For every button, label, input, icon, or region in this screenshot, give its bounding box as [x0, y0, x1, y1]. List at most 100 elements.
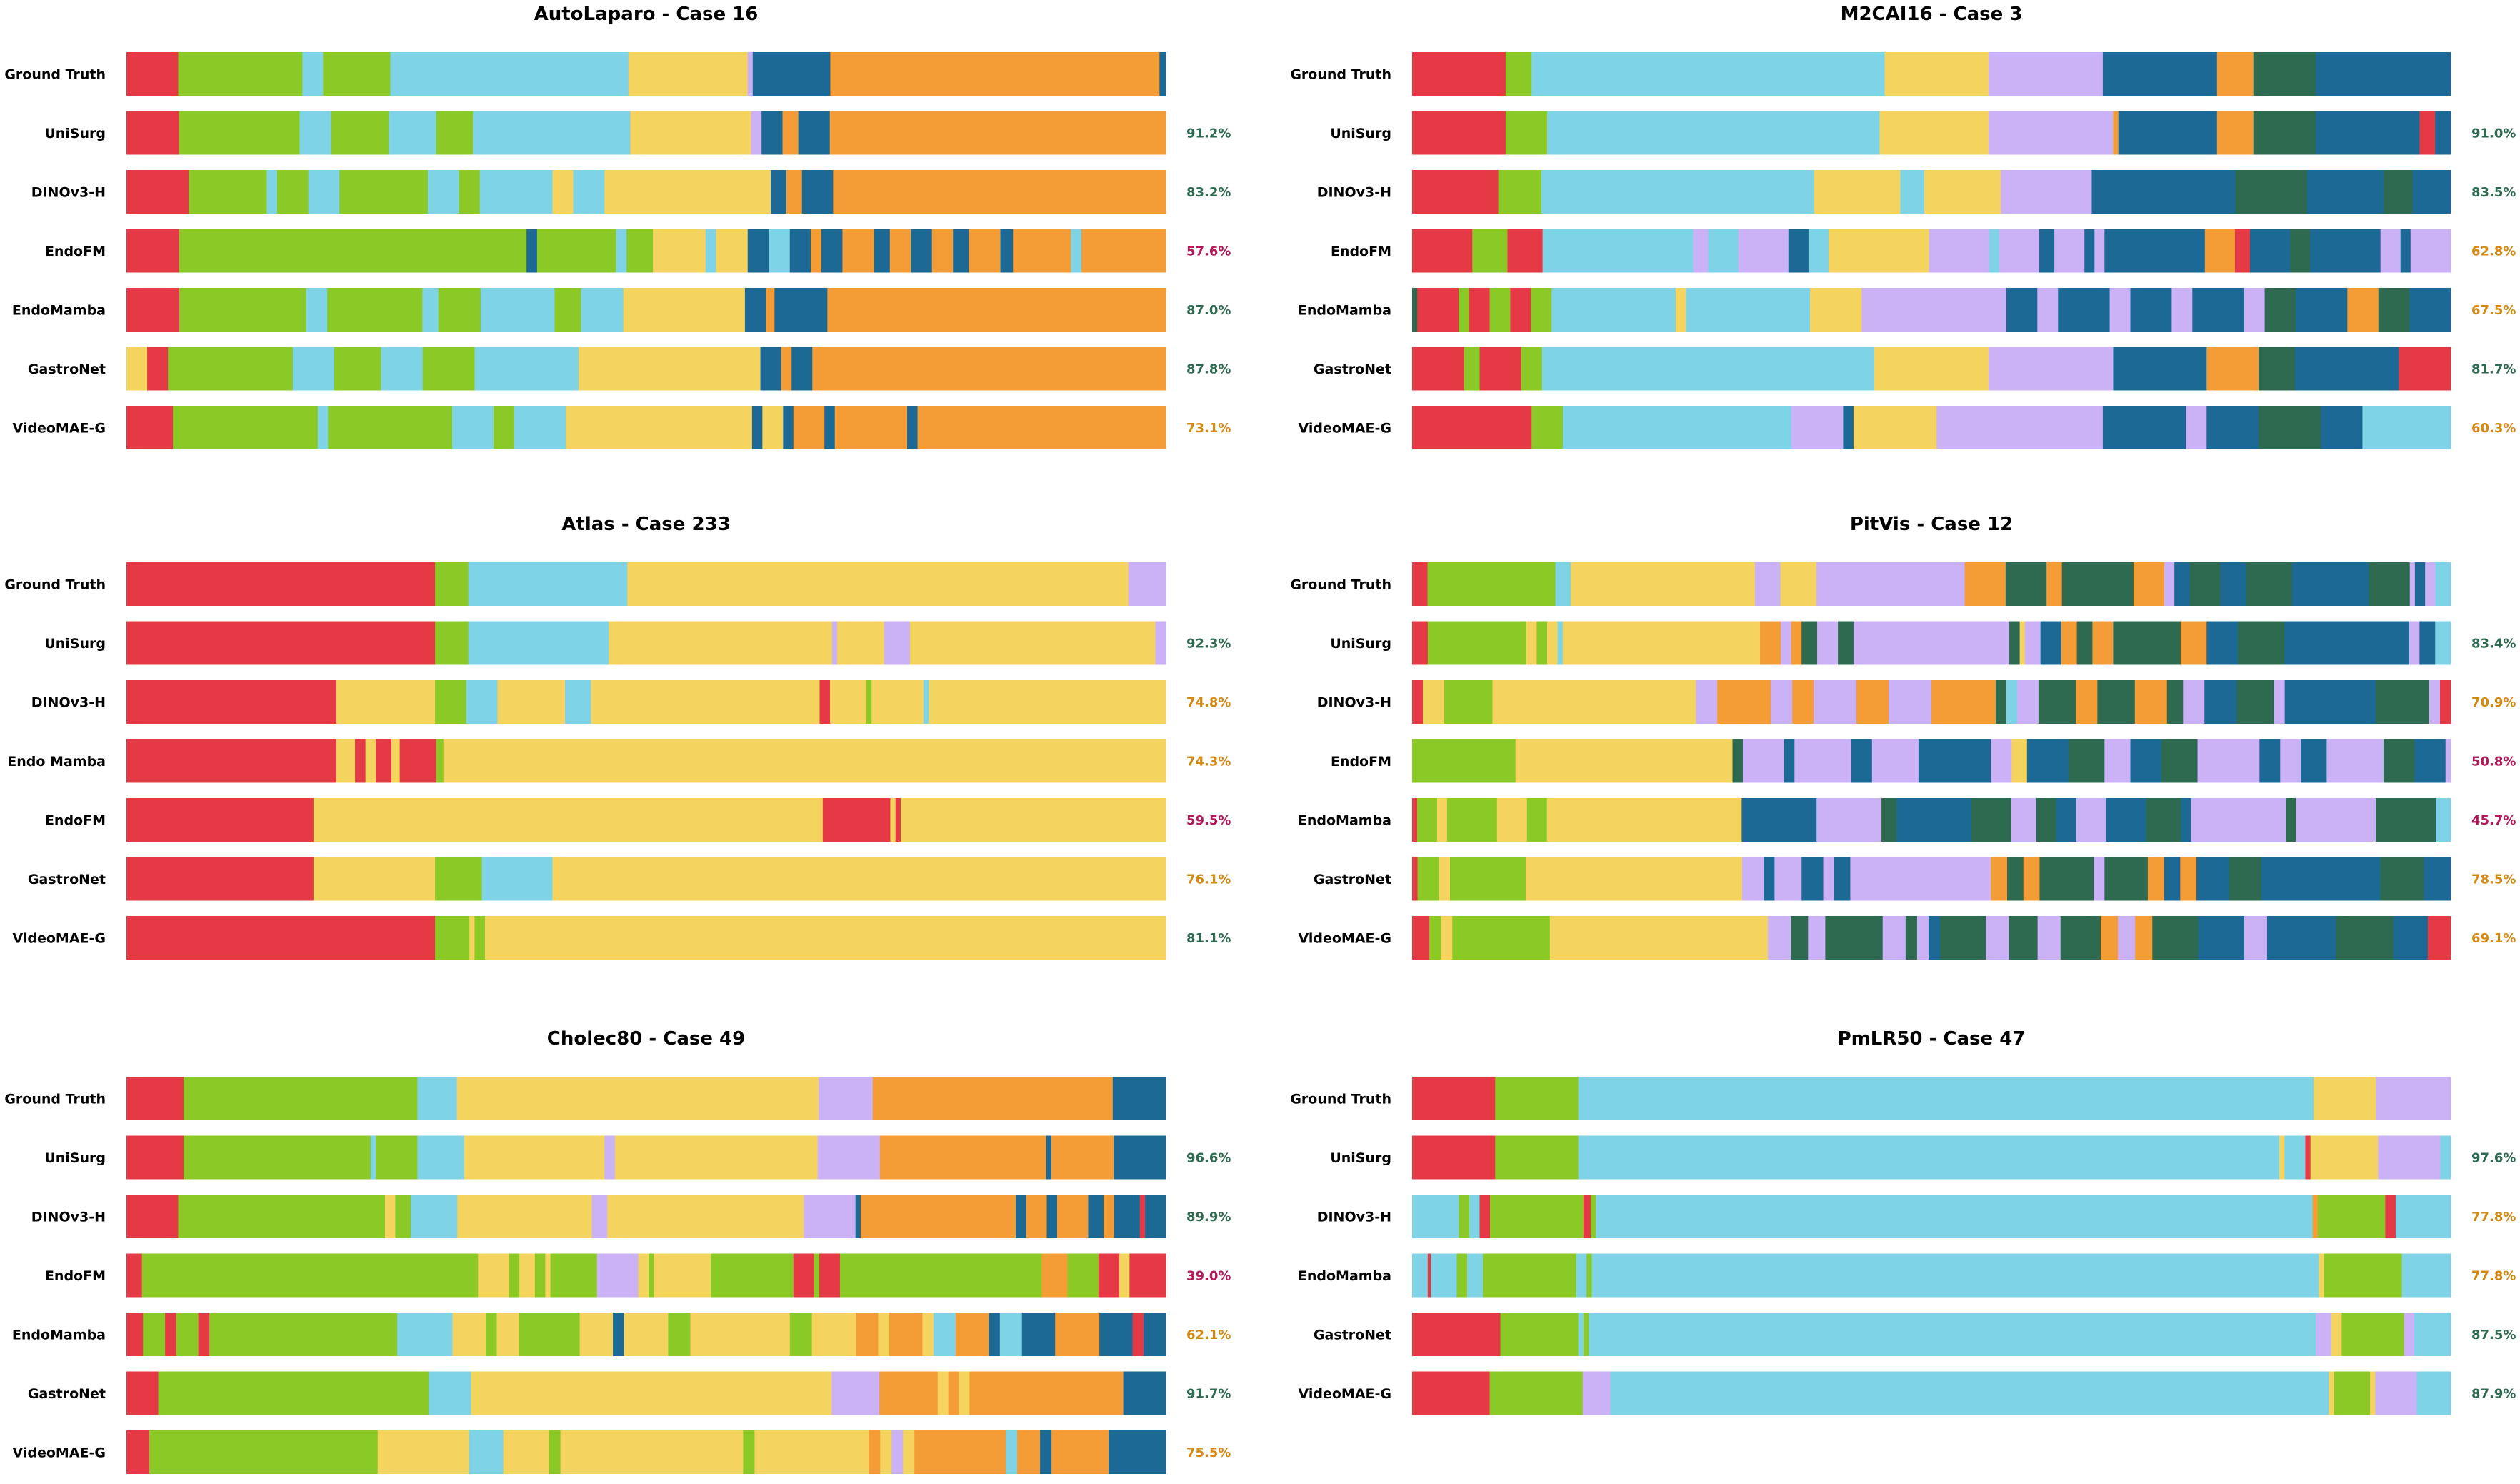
phase-segment	[789, 1313, 813, 1356]
phase-segment	[2076, 680, 2098, 724]
phase-segment	[2286, 798, 2296, 842]
phase-segment	[2040, 621, 2062, 665]
phase-segment	[1495, 1135, 1579, 1180]
phase-segment	[2310, 229, 2381, 273]
phase-segment	[791, 347, 813, 391]
phase-segment	[2259, 347, 2296, 391]
phase-segment	[438, 288, 481, 332]
phase-segment	[830, 680, 867, 724]
phase-segment	[1784, 739, 1795, 783]
phase-segment	[471, 1371, 832, 1415]
phase-segment	[2005, 562, 2047, 606]
phase-segment	[308, 170, 340, 214]
timeline-row: EndoFM 59.5%	[45, 798, 1231, 842]
phase-segment	[2076, 798, 2107, 842]
phase-segment	[2206, 347, 2259, 391]
phase-segment	[2092, 621, 2114, 665]
phase-segment	[2261, 857, 2381, 901]
phase-segment	[126, 111, 179, 155]
phase-segment	[459, 170, 481, 214]
phase-segment	[1562, 406, 1792, 449]
phase-segment	[2118, 916, 2136, 960]
accuracy-label: 83.2%	[1186, 185, 1231, 200]
phase-segment	[2235, 170, 2308, 214]
phase-segment	[1686, 288, 1811, 332]
phase-segment	[484, 916, 1166, 960]
phase-segment	[591, 1195, 608, 1238]
accuracy-label: 87.0%	[1186, 303, 1231, 318]
phase-segment	[126, 1195, 179, 1238]
phase-segment	[2284, 621, 2410, 665]
timeline-row: EndoMamba 45.7%	[1298, 798, 2516, 842]
phase-segment	[1583, 1195, 1591, 1238]
phase-segment	[2409, 288, 2451, 332]
row-label: VideoMAE-G	[1299, 421, 1392, 437]
row-label: UniSurg	[1330, 1150, 1391, 1166]
phase-segment	[126, 798, 314, 842]
phase-segment	[1589, 1313, 2316, 1356]
phase-segment	[2253, 52, 2316, 96]
phase-segment	[1119, 1253, 1130, 1298]
phase-segment	[2216, 52, 2254, 96]
phase-segment	[2161, 739, 2198, 783]
phase-segment	[1742, 739, 1785, 783]
phase-segment	[1924, 170, 2001, 214]
row-label: DINOv3-H	[31, 1210, 106, 1225]
phase-segment	[1717, 680, 1771, 724]
phase-segment	[751, 406, 763, 449]
phase-segment	[649, 1253, 654, 1298]
phase-segment	[1016, 1195, 1026, 1238]
phase-segment	[126, 857, 314, 901]
phase-segment	[653, 229, 706, 273]
phase-segment	[1741, 857, 1764, 901]
phase-segment	[2312, 1195, 2319, 1238]
phase-segment	[422, 347, 475, 391]
phase-segment	[1412, 1313, 1501, 1356]
phase-segment	[2076, 621, 2093, 665]
phase-segment	[889, 229, 911, 273]
phase-segment	[1576, 1253, 1587, 1298]
phase-segment	[931, 229, 954, 273]
phase-segment	[1436, 798, 1448, 842]
phase-segment	[900, 798, 1166, 842]
timeline-row: UniSurg 92.3%	[44, 621, 1231, 665]
phase-segment	[743, 1430, 755, 1474]
phase-segment	[880, 1430, 892, 1474]
phase-segment	[554, 288, 581, 332]
phase-segment	[1456, 1253, 1468, 1298]
phase-segment	[514, 406, 566, 449]
phase-segment	[1489, 1371, 1584, 1415]
phase-segment	[771, 170, 787, 214]
phase-segment	[829, 111, 1166, 155]
phase-segment	[497, 680, 566, 724]
accuracy-label: 60.3%	[2471, 421, 2516, 436]
phase-segment	[1816, 562, 1965, 606]
phase-segment	[781, 347, 792, 391]
phase-segment	[493, 406, 515, 449]
phase-segment	[1000, 229, 1014, 273]
phase-segment	[1986, 916, 2009, 960]
phase-segment	[1774, 857, 1802, 901]
phase-segment	[1412, 52, 1506, 96]
row-label: GastroNet	[1314, 362, 1391, 377]
phase-segment	[1853, 406, 1937, 449]
row-label: GastroNet	[28, 362, 106, 377]
phase-segment	[2336, 916, 2394, 960]
phase-segment	[381, 347, 424, 391]
timeline-row: EndoMamba 87.0%	[12, 288, 1231, 332]
phase-segment	[473, 111, 631, 155]
phase-segment	[480, 288, 555, 332]
phase-segment	[1825, 916, 1884, 960]
phase-segment	[2419, 111, 2436, 155]
accuracy-label: 91.7%	[1186, 1387, 1231, 1402]
phase-segment	[822, 798, 891, 842]
phase-segment	[1557, 621, 1564, 665]
phase-segment	[2296, 798, 2376, 842]
phase-segment	[165, 1313, 177, 1356]
phase-segment	[855, 1195, 861, 1238]
phase-segment	[1546, 798, 1742, 842]
phase-segment	[178, 52, 303, 96]
phase-segment	[2104, 857, 2149, 901]
phase-segment	[266, 170, 278, 214]
phase-segment	[1764, 857, 1775, 901]
